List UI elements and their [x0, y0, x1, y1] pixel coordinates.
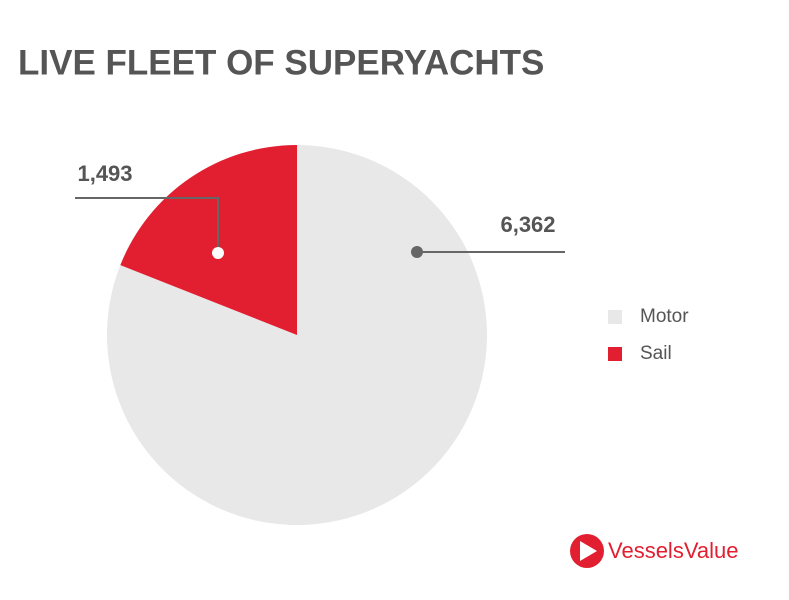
callout-dot	[212, 247, 224, 259]
logo-triangle	[580, 541, 597, 561]
pie-slice	[107, 145, 488, 525]
legend-label: Sail	[640, 343, 672, 364]
callout-line	[75, 197, 219, 253]
legend-label: Motor	[640, 306, 689, 327]
legend-swatch	[608, 347, 622, 361]
logo-text: VesselsValue	[608, 538, 738, 563]
logo: VesselsValue	[570, 534, 738, 568]
data-label: 6,362	[500, 212, 555, 237]
legend-swatch	[608, 310, 622, 324]
chart-title: LIVE FLEET OF SUPERYACHTS	[18, 43, 544, 82]
data-label: 1,493	[77, 161, 132, 186]
callout-dot	[411, 246, 423, 258]
pie-slice	[120, 144, 298, 335]
